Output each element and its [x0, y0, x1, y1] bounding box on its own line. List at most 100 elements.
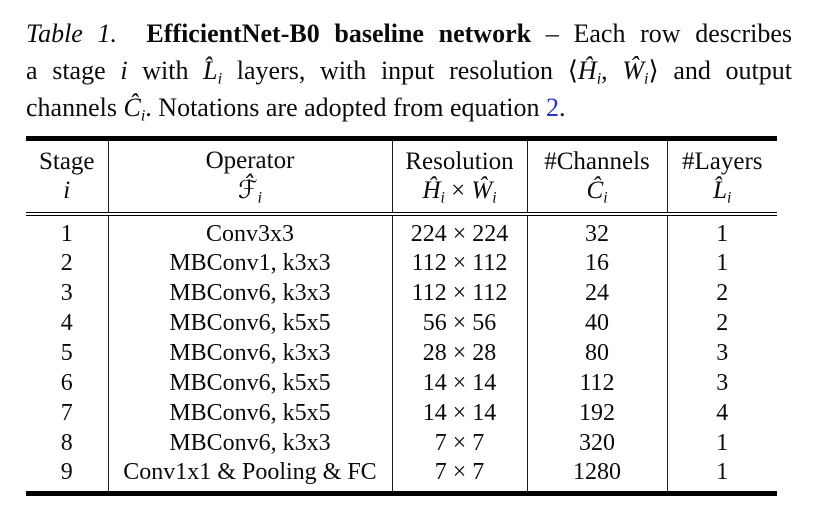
column-header-operator: Operator ℱ̂i [108, 136, 393, 216]
column-header-resolution: Resolution Ĥi × Ŵi [392, 136, 528, 216]
caption-line-2: a stage i with L̂i layers, with input re… [26, 52, 792, 89]
cell-layers: 4 [716, 400, 729, 426]
cell-stage: 2 [26, 248, 109, 278]
cell-channels: 320 [527, 428, 668, 458]
cell-resolution: 28 × 28 [392, 338, 528, 368]
cell-resolution: 7 × 7 [392, 428, 528, 458]
caption-text: i [492, 188, 497, 206]
equation-link[interactable]: 2 [546, 93, 560, 122]
caption-text: i [63, 176, 71, 204]
table-caption: Table 1. EfficientNet-B0 baseline networ… [0, 0, 792, 126]
caption-text: layers, with input resolution [222, 56, 568, 85]
caption-text: i [603, 188, 608, 206]
caption-text: . Notations are adopted from equation [145, 93, 547, 122]
column-title: Operator [205, 147, 295, 174]
caption-text: i [727, 188, 732, 206]
caption-text: i [120, 56, 128, 85]
caption-text: ⟨ [567, 56, 578, 85]
column-title: Stage [38, 147, 95, 175]
cell-stage: 5 [26, 338, 109, 368]
caption-text: – Each row describes [531, 19, 792, 48]
table-header: Stage i Operator ℱ̂i Resolution Ĥi × Ŵ… [26, 136, 778, 216]
cell-channels: 80 [527, 338, 668, 368]
cell-channels: 40 [527, 308, 668, 338]
table-row: 3 MBConv6, k3x3 112 × 112 24 2 [26, 278, 777, 308]
efficientnet-table: Stage i Operator ℱ̂i Resolution Ĥi × Ŵ… [26, 136, 777, 496]
caption-text: i [644, 70, 649, 88]
cell-layers: 1 [716, 250, 729, 276]
cell-stage: 8 [26, 428, 109, 458]
caption-text: i [440, 188, 445, 206]
cell-stage: 1 [26, 214, 109, 248]
table-body: 1 Conv3x3 224 × 224 32 1 2 MBConv1, k3x3 112 × … [26, 214, 777, 496]
cell-layers: 1 [716, 221, 729, 247]
cell-layers: 1 [667, 458, 777, 496]
cell-channels: 1280 [527, 458, 668, 496]
cell-channels: 32 [527, 214, 668, 248]
cell-resolution: 224 × 224 [392, 214, 528, 248]
column-header-layers: #Layers L̂i [667, 136, 778, 216]
column-symbol: Ĥi × Ŵi [393, 176, 527, 206]
cell-layers: 3 [716, 340, 729, 366]
cell-layers: 2 [716, 310, 729, 336]
cell-operator: Conv3x3 [108, 214, 393, 248]
table-row: 4 MBConv6, k5x5 56 × 56 40 2 [26, 308, 777, 338]
caption-text: . [559, 93, 566, 122]
cell-stage: 7 [26, 398, 109, 428]
cell-operator: Conv1x1 & Pooling & FC [108, 458, 393, 496]
cell-resolution: 7 × 7 [392, 458, 528, 496]
cell-channels: 16 [527, 248, 668, 278]
caption-text: with [127, 56, 204, 85]
caption-text: EfficientNet-B0 baseline network [146, 19, 532, 48]
header-row: Stage i Operator ℱ̂i Resolution Ĥi × Ŵ… [26, 136, 778, 216]
table-row: 7 MBConv6, k5x5 14 × 14 192 4 [26, 398, 777, 428]
table-row: 8 MBConv6, k3x3 7 × 7 320 1 [26, 428, 777, 458]
caption-text: L̂ [203, 56, 218, 85]
cell-stage: 3 [26, 278, 109, 308]
cell-channels: 24 [527, 278, 668, 308]
caption-text: Ĥ [422, 176, 441, 204]
column-title: #Layers [681, 147, 763, 175]
caption-text: ⟩ and output [648, 56, 793, 85]
caption-text: Ĥ [577, 56, 597, 85]
cell-operator: MBConv6, k5x5 [108, 368, 393, 398]
table-row: 2 MBConv1, k3x3 112 × 112 16 1 [26, 248, 777, 278]
caption-text: Ŵ [622, 56, 645, 85]
cell-stage: 4 [26, 308, 109, 338]
cell-layers: 1 [716, 430, 729, 456]
cell-operator: MBConv1, k3x3 [108, 248, 393, 278]
table-row: 1 Conv3x3 224 × 224 32 1 [26, 214, 777, 248]
table-row: 6 MBConv6, k5x5 14 × 14 112 3 [26, 368, 777, 398]
column-symbol: ℱ̂i [109, 175, 392, 207]
cell-operator: MBConv6, k3x3 [108, 338, 393, 368]
caption-text: i [596, 70, 602, 88]
cell-resolution: 56 × 56 [392, 308, 528, 338]
cell-channels: 112 [527, 368, 668, 398]
caption-text: × [444, 176, 472, 204]
caption-line-3: channels Ĉi. Notations are adopted from… [26, 89, 792, 126]
cell-operator: MBConv6, k5x5 [108, 398, 393, 428]
column-symbol: L̂i [668, 176, 778, 206]
column-symbol: i [26, 176, 108, 205]
caption-text: Ĉ [586, 176, 604, 204]
caption-text: i [257, 189, 262, 207]
caption-text: i [217, 70, 223, 88]
caption-text: channels [26, 93, 124, 122]
column-title: #Channels [544, 147, 650, 175]
cell-resolution: 14 × 14 [392, 368, 528, 398]
caption-text: ℱ̂ [238, 175, 258, 204]
column-title: Resolution [405, 147, 514, 175]
cell-stage: 9 [26, 458, 109, 496]
cell-resolution: 112 × 112 [392, 248, 528, 278]
column-header-channels: #Channels Ĉi [527, 136, 668, 216]
caption-line-1: Table 1. EfficientNet-B0 baseline networ… [26, 15, 792, 52]
caption-text: a stage [26, 56, 121, 85]
caption-text: Table 1. [26, 19, 118, 48]
cell-channels: 192 [527, 398, 668, 428]
cell-layers: 2 [716, 280, 729, 306]
cell-resolution: 14 × 14 [392, 398, 528, 428]
column-symbol: Ĉi [528, 176, 667, 206]
column-header-stage: Stage i [26, 136, 109, 216]
caption-text: i [140, 107, 146, 125]
cell-resolution: 112 × 112 [392, 278, 528, 308]
